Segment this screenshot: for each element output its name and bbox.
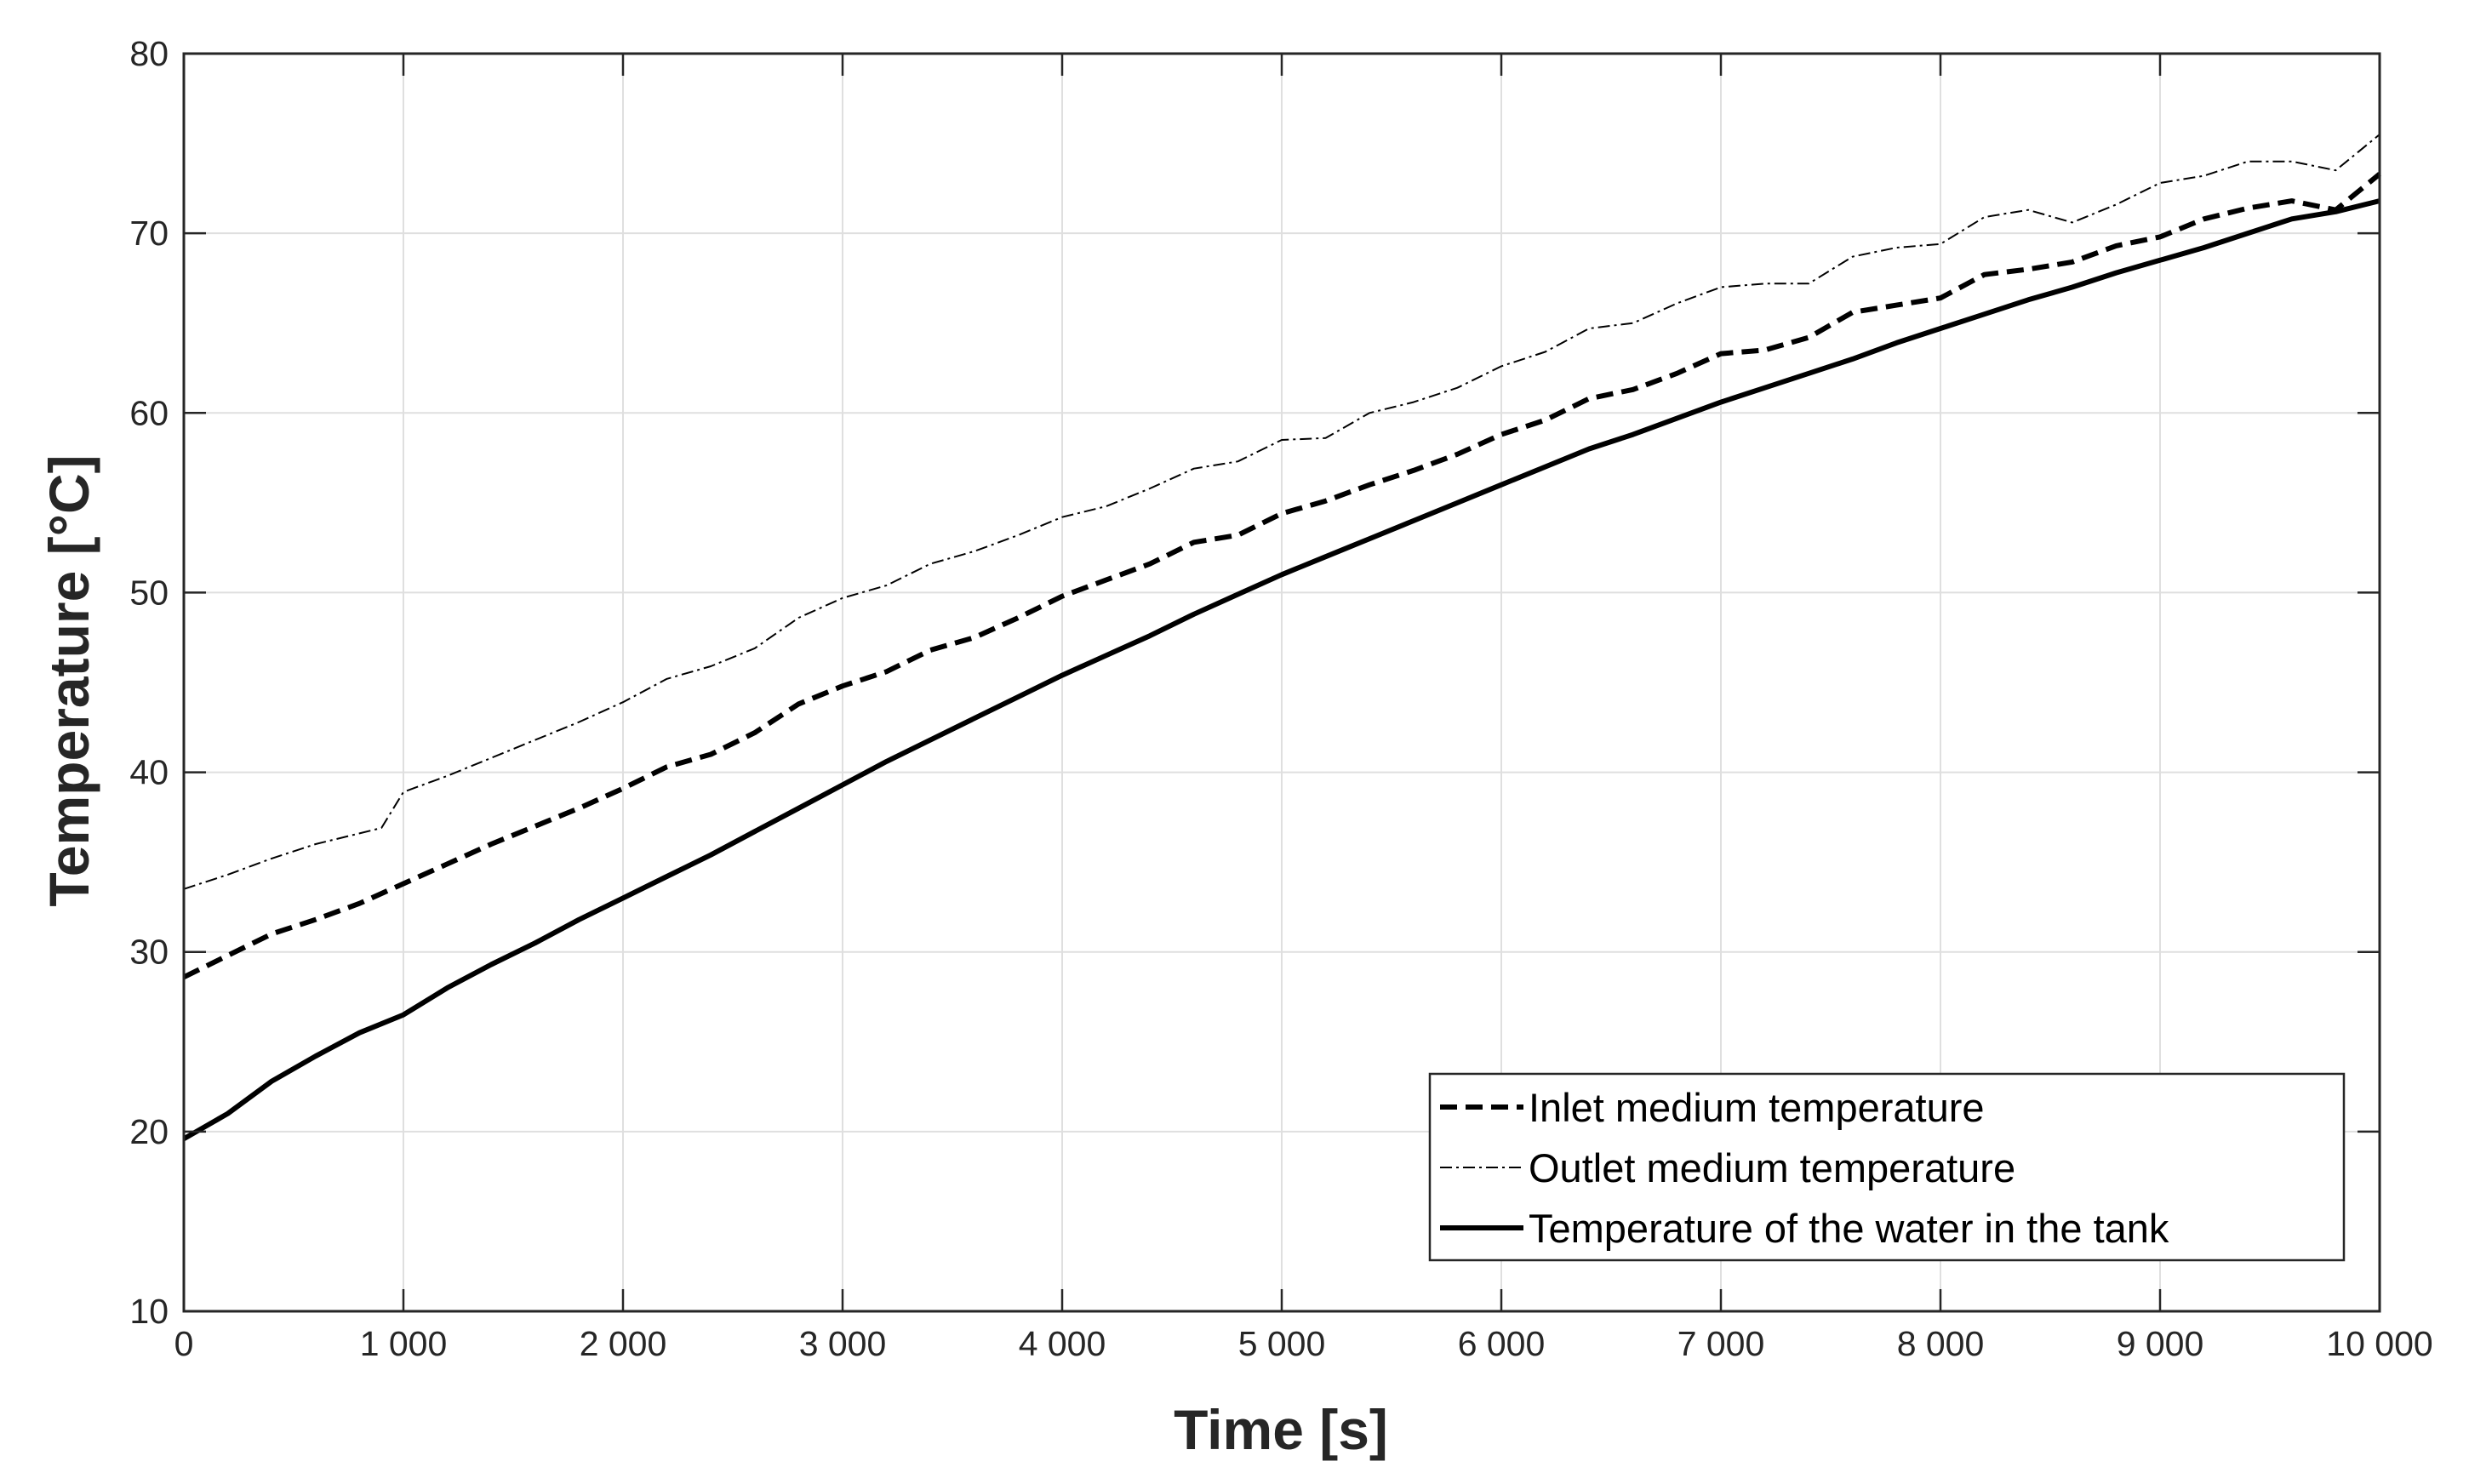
legend-label-tank: Temperature of the water in the tank [1529, 1206, 2169, 1251]
y-tick-label: 60 [129, 393, 169, 432]
legend-box [1428, 1072, 2346, 1262]
y-tick-label: 30 [129, 933, 169, 972]
series-line-outlet [183, 134, 2380, 890]
y-axis-title: Temperature [°C] [37, 454, 100, 906]
legend-label-outlet: Outlet medium temperature [1529, 1145, 2015, 1190]
legend-label-inlet: Inlet medium temperature [1529, 1085, 1985, 1130]
axis-ticks [182, 52, 2381, 1313]
x-tick-label: 7 000 [1677, 1324, 1765, 1363]
x-axis-title: Time [s] [1174, 1398, 1388, 1461]
x-tick-label: 9 000 [2117, 1324, 2204, 1363]
x-tick-label: 10 000 [2326, 1324, 2432, 1363]
x-tick-label: 8 000 [1897, 1324, 1985, 1363]
x-tick-label: 3 000 [799, 1324, 887, 1363]
x-tick-label: 0 [174, 1324, 194, 1363]
series-line-tank [182, 198, 2380, 1141]
y-tick-label: 20 [129, 1112, 169, 1151]
x-tick-label: 6 000 [1458, 1324, 1546, 1363]
legend: Inlet medium temperature Outlet medium t… [1428, 1072, 2346, 1262]
y-tick-label: 80 [129, 34, 169, 73]
y-tick-label: 70 [129, 214, 169, 253]
x-tick-label: 2 000 [580, 1324, 667, 1363]
y-axis-tick-labels: 10 20 30 40 50 60 70 80 [129, 34, 169, 1331]
series-line-inlet [182, 172, 2381, 979]
x-tick-label: 5 000 [1238, 1324, 1326, 1363]
x-tick-label: 4 000 [1019, 1324, 1106, 1363]
y-tick-label: 50 [129, 573, 169, 612]
y-tick-label: 40 [129, 753, 169, 792]
x-tick-label: 1 000 [360, 1324, 448, 1363]
y-tick-label: 10 [129, 1292, 169, 1331]
series-lines [182, 134, 2381, 1141]
x-axis-tick-labels: 0 1 000 2 000 3 000 4 000 5 000 6 000 7 000 8 00… [174, 1324, 2433, 1363]
